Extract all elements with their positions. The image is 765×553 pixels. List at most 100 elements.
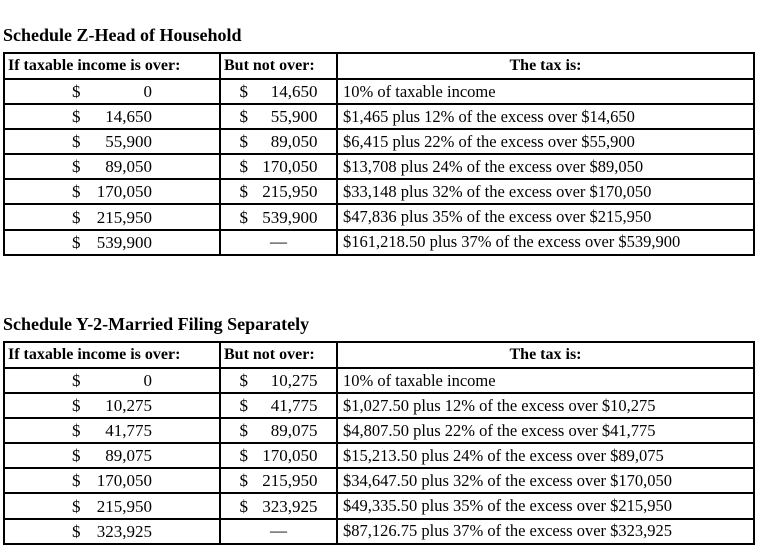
tax-cell: $1,465 plus 12% of the excess over $14,6… xyxy=(336,103,755,131)
over-amount: $41,775 xyxy=(72,420,152,441)
not-over-cell: $170,050 xyxy=(219,153,338,181)
over-amount: $10,275 xyxy=(72,395,152,416)
dollar-sign: $ xyxy=(72,82,81,102)
table-row: $0 $14,650 10% of taxable income xyxy=(3,77,755,106)
schedule-y2-title: Schedule Y-2-Married Filing Separately xyxy=(3,314,310,334)
table-row: $0 $10,275 10% of taxable income xyxy=(3,366,755,395)
table-row: $539,900 — $161,218.50 plus 37% of the e… xyxy=(3,228,755,256)
not-over-cell: $215,950 xyxy=(219,178,338,206)
table-row: $170,050 $215,950 $34,647.50 plus 32% of… xyxy=(3,467,755,495)
not-over-cell: $170,050 xyxy=(219,442,338,470)
not-over-value: 89,075 xyxy=(270,421,318,441)
dollar-sign: $ xyxy=(72,521,81,541)
not-over-value: 170,050 xyxy=(262,446,318,466)
over-cell: $0 xyxy=(3,77,221,106)
over-cell: $539,900 xyxy=(3,228,221,256)
tax-cell: $161,218.50 plus 37% of the excess over … xyxy=(336,228,755,256)
not-over-cell: $323,925 xyxy=(219,492,338,520)
tax-cell: $6,415 plus 22% of the excess over $55,9… xyxy=(336,128,755,156)
tax-cell: $4,807.50 plus 22% of the excess over $4… xyxy=(336,417,755,445)
not-over-amount: $170,050 xyxy=(239,445,318,466)
dollar-sign: $ xyxy=(239,421,249,441)
tax-cell: $33,148 plus 32% of the excess over $170… xyxy=(336,178,755,206)
header-row: If taxable income is over: But not over:… xyxy=(3,52,755,80)
over-value: 55,900 xyxy=(105,132,152,152)
not-over-cell: $10,275 xyxy=(219,366,338,395)
not-over-value: 215,950 xyxy=(262,182,318,202)
dollar-sign: $ xyxy=(239,371,249,391)
dollar-sign: $ xyxy=(239,132,249,152)
over-value: 539,900 xyxy=(96,232,152,252)
not-over-amount: $170,050 xyxy=(240,156,318,177)
over-amount: $0 xyxy=(72,81,153,102)
not-over-amount: $55,900 xyxy=(239,106,318,127)
dollar-sign: $ xyxy=(239,496,249,516)
over-amount: $170,050 xyxy=(72,181,152,202)
table-row: $215,950 $323,925 $49,335.50 plus 35% of… xyxy=(3,492,755,520)
over-cell: $14,650 xyxy=(3,103,221,131)
column-header-tax: The tax is: xyxy=(336,341,755,369)
column-header-income-over: If taxable income is over: xyxy=(3,52,221,80)
tax-cell: $1,027.50 plus 12% of the excess over $1… xyxy=(336,392,755,420)
not-over-cell: $215,950 xyxy=(219,467,338,495)
over-value: 0 xyxy=(143,82,153,102)
dollar-sign: $ xyxy=(239,446,249,466)
over-cell: $170,050 xyxy=(3,467,221,495)
not-over-amount: $89,075 xyxy=(239,420,318,441)
over-amount: $539,900 xyxy=(72,232,152,253)
not-over-dash-cell: — xyxy=(219,517,338,545)
not-over-value: 215,950 xyxy=(262,471,318,491)
not-over-cell: $14,650 xyxy=(219,77,338,106)
over-cell: $41,775 xyxy=(3,417,221,445)
over-cell: $89,075 xyxy=(3,442,221,470)
not-over-value: 323,925 xyxy=(262,496,318,516)
not-over-amount: $215,950 xyxy=(239,181,318,202)
not-over-value: 10,275 xyxy=(270,371,318,391)
over-cell: $215,950 xyxy=(3,492,221,520)
table-row: $14,650 $55,900 $1,465 plus 12% of the e… xyxy=(3,103,755,131)
over-value: 89,050 xyxy=(105,157,152,177)
schedule-y2-table: If taxable income is over: But not over:… xyxy=(3,341,755,545)
table-row: $89,075 $170,050 $15,213.50 plus 24% of … xyxy=(3,442,755,470)
tax-cell: $13,708 plus 24% of the excess over $89,… xyxy=(336,153,755,181)
column-header-tax: The tax is: xyxy=(336,52,755,80)
over-amount: $55,900 xyxy=(72,131,152,152)
column-header-income-over: If taxable income is over: xyxy=(3,341,221,369)
over-cell: $170,050 xyxy=(3,178,221,206)
not-over-value: 14,650 xyxy=(270,82,318,102)
not-over-value: 539,900 xyxy=(262,207,318,227)
over-cell: $55,900 xyxy=(3,128,221,156)
tax-cell: $87,126.75 plus 37% of the excess over $… xyxy=(336,517,755,545)
over-value: 323,925 xyxy=(96,521,152,541)
not-over-cell: $55,900 xyxy=(219,103,338,131)
over-amount: $215,950 xyxy=(72,496,152,517)
over-value: 170,050 xyxy=(96,471,152,491)
over-value: 215,950 xyxy=(96,207,152,227)
not-over-amount: $14,650 xyxy=(240,81,318,102)
schedule-z-table: If taxable income is over: But not over:… xyxy=(3,52,755,256)
column-header-not-over: But not over: xyxy=(219,341,338,369)
over-amount: $14,650 xyxy=(72,106,152,127)
table-row: $89,050 $170,050 $13,708 plus 24% of the… xyxy=(3,153,755,181)
dollar-sign: $ xyxy=(239,471,249,491)
dollar-sign: $ xyxy=(239,396,249,416)
dollar-sign: $ xyxy=(72,182,81,202)
dollar-sign: $ xyxy=(239,182,249,202)
over-amount: $89,075 xyxy=(72,445,152,466)
dollar-sign: $ xyxy=(239,107,249,127)
not-over-amount: $41,775 xyxy=(239,395,318,416)
over-amount: $0 xyxy=(72,370,152,391)
over-value: 170,050 xyxy=(96,182,152,202)
dollar-sign: $ xyxy=(72,471,81,491)
table-row: $41,775 $89,075 $4,807.50 plus 22% of th… xyxy=(3,417,755,445)
not-over-amount: $323,925 xyxy=(239,496,318,517)
dollar-sign: $ xyxy=(72,396,81,416)
dollar-sign: $ xyxy=(72,421,81,441)
table-row: $10,275 $41,775 $1,027.50 plus 12% of th… xyxy=(3,392,755,420)
not-over-amount: $215,950 xyxy=(239,470,318,491)
column-header-not-over: But not over: xyxy=(219,52,338,80)
not-over-cell: $89,050 xyxy=(219,128,338,156)
dollar-sign: $ xyxy=(72,446,81,466)
not-over-amount: $89,050 xyxy=(239,131,318,152)
